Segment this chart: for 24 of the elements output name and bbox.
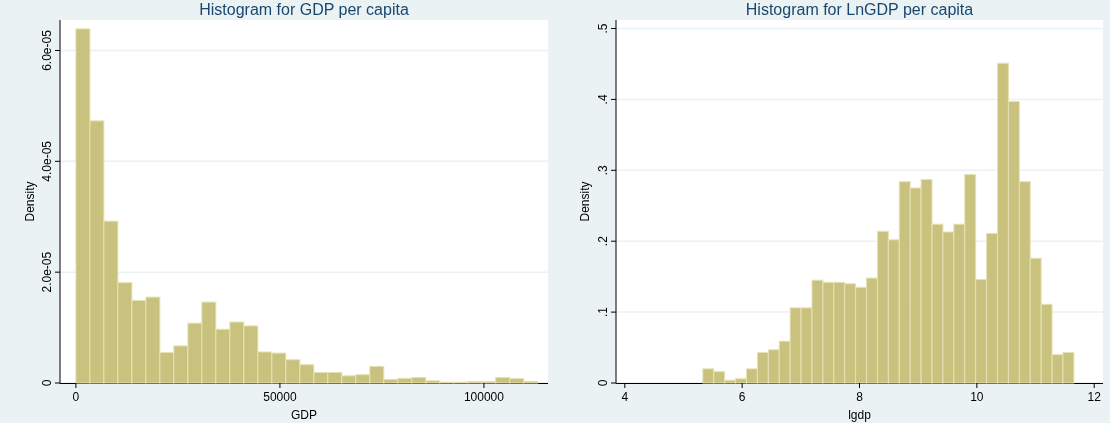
x-axis-title: lgdp: [848, 408, 872, 422]
x-tick-label: 8: [856, 390, 864, 404]
x-tick-label: 12: [1087, 390, 1102, 404]
y-tick-label: .3: [596, 164, 610, 176]
x-tick-label: 100000: [463, 390, 505, 404]
y-tick-label: .1: [596, 306, 610, 318]
x-tick-label: 50000: [263, 390, 297, 404]
y-tick-label: .4: [596, 94, 610, 105]
y-tick-label: 6.0e-05: [40, 29, 54, 71]
y-tick-label: 0: [596, 379, 610, 387]
y-axis-title: Density: [23, 181, 37, 222]
chart-title: Histogram for GDP per capita: [199, 1, 409, 18]
x-tick-label: 4: [621, 390, 629, 404]
chart-title: Histogram for LnGDP per capita: [745, 1, 974, 18]
y-tick-label: 0: [40, 379, 54, 387]
x-tick-label: 6: [738, 390, 746, 404]
x-tick-label: 0: [72, 390, 80, 404]
y-axis-title: Density: [578, 181, 592, 222]
x-axis-title: GDP: [290, 408, 318, 422]
y-tick-label: 4.0e-05: [40, 140, 54, 182]
y-tick-label: .5: [596, 23, 610, 34]
x-tick-label: 10: [970, 390, 984, 404]
y-tick-label: .2: [596, 235, 610, 247]
y-tick-label: 2.0e-05: [40, 251, 54, 293]
